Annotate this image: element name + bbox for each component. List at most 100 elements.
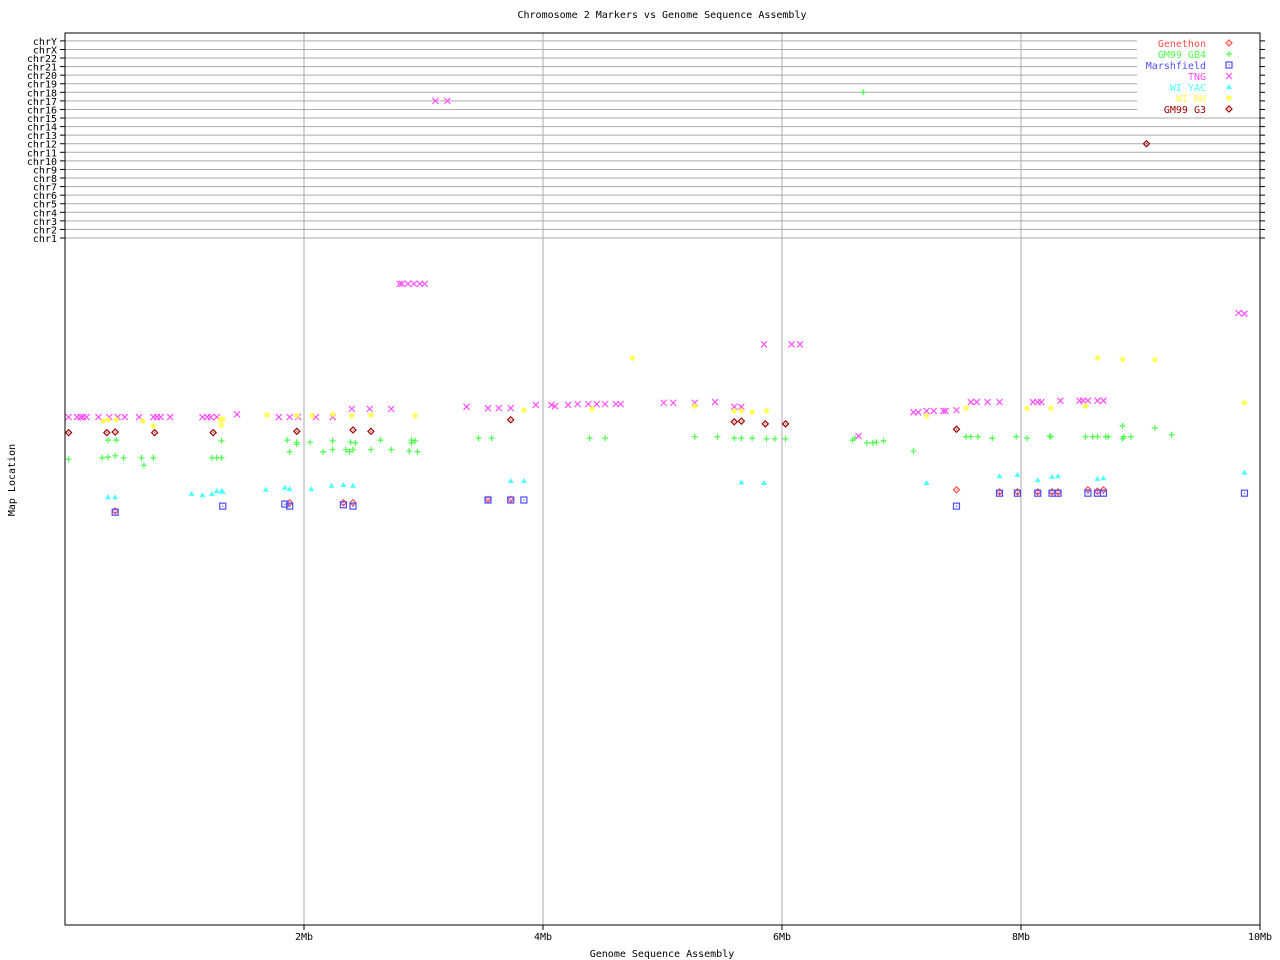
- data-point-marshfield: [1240, 489, 1249, 497]
- y-tick-label: chr19: [27, 80, 57, 91]
- data-point-tng: [312, 413, 320, 421]
- data-point-tng: [121, 413, 129, 421]
- data-point-tng: [213, 413, 221, 421]
- data-point-wi-yac: [1055, 473, 1062, 479]
- data-point-wi-rh: [113, 416, 120, 423]
- y-tick-label: chr3: [33, 217, 57, 228]
- data-point-gm99-gb4: [140, 462, 147, 469]
- data-point-gm99-g3: [952, 425, 961, 434]
- data-point-tng: [584, 400, 592, 408]
- data-point-marshfield: [1084, 489, 1092, 497]
- data-point-gm99-gb4: [771, 435, 778, 442]
- x-axis-label: Genome Sequence Assembly: [590, 949, 735, 960]
- data-point-gm99-gb4: [99, 454, 106, 461]
- data-point-marshfield: [1099, 489, 1108, 497]
- data-point-tng: [95, 413, 102, 421]
- data-point-tng: [366, 405, 374, 413]
- data-point-tng: [984, 398, 991, 406]
- data-point-genethon: [484, 495, 492, 504]
- data-point-tng: [788, 340, 795, 348]
- data-point-tng: [760, 340, 768, 348]
- data-point-tng: [1037, 398, 1045, 406]
- data-point-gm99-gb4: [1119, 422, 1126, 429]
- y-tick-label: chr6: [33, 191, 57, 202]
- data-point-tng: [564, 401, 572, 409]
- data-point-gm99-g3: [209, 428, 218, 437]
- grid: [65, 33, 1260, 925]
- data-point-gm99-g3: [730, 417, 739, 426]
- data-point-wi-rh: [963, 405, 970, 412]
- data-point-gm99-gb4: [329, 437, 336, 444]
- data-point-wi-rh: [588, 405, 595, 412]
- data-point-tng: [348, 405, 356, 413]
- data-point-tng: [939, 407, 947, 415]
- legend-marker-x-icon: [1225, 72, 1233, 80]
- y-tick-label: chr22: [27, 54, 57, 65]
- data-point-gm99-gb4: [1168, 431, 1175, 438]
- y-tick-label: chr7: [33, 183, 57, 194]
- y-tick-label: chr5: [33, 200, 57, 211]
- data-point-gm99-gb4: [782, 435, 789, 442]
- data-point-wi-yac: [349, 482, 356, 488]
- data-point-wi-rh: [1047, 405, 1054, 412]
- data-point-gm99-gb4: [1013, 433, 1020, 440]
- data-point-marshfield: [286, 502, 294, 510]
- data-point-genethon: [952, 485, 961, 494]
- chart-title: Chromosome 2 Markers vs Genome Sequence …: [518, 10, 807, 21]
- data-point-genethon: [111, 507, 120, 515]
- data-point-gm99-gb4: [306, 439, 313, 446]
- data-point-wi-rh: [1241, 399, 1248, 406]
- data-point-gm99-gb4: [1023, 435, 1030, 442]
- data-point-gm99-g3: [737, 417, 746, 425]
- data-point-gm99-g3: [292, 427, 301, 436]
- data-point-gm99-g3: [781, 419, 790, 428]
- data-point-wi-rh: [348, 412, 355, 419]
- data-point-marshfield: [339, 501, 348, 509]
- data-point-tng: [660, 399, 668, 407]
- y-tick-label: chr12: [27, 140, 57, 151]
- data-point-gm99-gb4: [367, 446, 374, 453]
- data-point-gm99-gb4: [150, 454, 157, 461]
- data-point-wi-yac: [738, 479, 745, 485]
- data-point-tng: [711, 398, 719, 406]
- data-point-gm99-gb4: [346, 448, 353, 455]
- data-point-gm99-gb4: [1046, 433, 1053, 440]
- data-point-wi-yac: [286, 486, 293, 492]
- data-point-wi-rh: [691, 403, 698, 410]
- data-point-tng: [547, 401, 555, 409]
- data-point-gm99-gb4: [329, 446, 336, 453]
- data-point-marshfield: [1034, 489, 1042, 497]
- data-point-tng: [930, 407, 938, 415]
- legend-marker-square-icon: [1225, 61, 1233, 69]
- data-point-tng: [77, 413, 84, 421]
- data-point-gm99-g3: [1142, 139, 1151, 148]
- data-point-wi-rh: [520, 407, 527, 414]
- legend-marker-plus-icon: [1226, 51, 1232, 57]
- data-point-gm99-gb4: [113, 437, 120, 444]
- y-tick-label: chr17: [27, 97, 57, 108]
- data-point-tng: [532, 401, 540, 409]
- data-point-gm99-gb4: [1105, 433, 1112, 440]
- y-tick-label: chrY: [33, 37, 57, 48]
- data-point-gm99-gb4: [347, 439, 354, 446]
- data-point-gm99-gb4: [738, 435, 745, 442]
- data-point-wi-rh: [329, 411, 336, 418]
- data-point-gm99-g3: [64, 428, 73, 437]
- data-point-tng: [495, 404, 503, 412]
- data-point-gm99-gb4: [284, 437, 291, 444]
- data-point-marshfield: [111, 508, 119, 516]
- data-point-gm99-g3: [506, 415, 515, 424]
- data-point-tng: [1057, 397, 1064, 405]
- y-tick-label: chr4: [33, 208, 57, 219]
- y-tick-label: chr13: [27, 131, 57, 142]
- x-tick-label: 2Mb: [295, 932, 313, 943]
- data-point-gm99-gb4: [412, 437, 419, 444]
- data-point-gm99-g3: [111, 428, 120, 436]
- data-point-gm99-gb4: [218, 454, 225, 461]
- data-point-tng: [507, 404, 515, 412]
- data-point-gm99-gb4: [1094, 433, 1101, 440]
- x-tick-label: 4Mb: [534, 932, 552, 943]
- data-point-gm99-gb4: [475, 435, 482, 442]
